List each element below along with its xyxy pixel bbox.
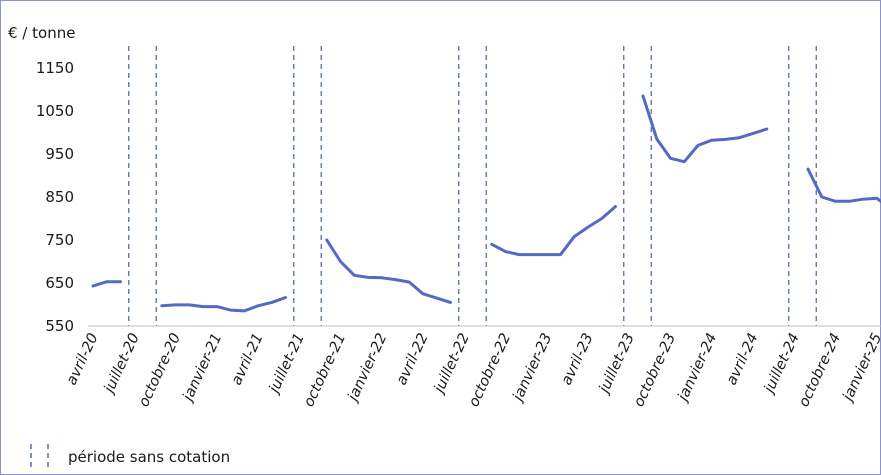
series-lines <box>91 94 881 313</box>
x-tick-label: octobre-23 <box>631 331 679 410</box>
x-tick-label: avril-23 <box>559 331 597 388</box>
series-segment <box>806 167 881 204</box>
x-tick-label: avril-21 <box>229 331 267 388</box>
series-segment <box>490 205 617 257</box>
x-tick-label: janvier-25 <box>839 331 881 405</box>
legend: période sans cotation <box>26 444 230 470</box>
x-tick-label: juillet-22 <box>431 331 473 397</box>
y-tick-label: 1050 <box>36 102 74 120</box>
y-tick-label: 950 <box>45 145 74 163</box>
series-segment <box>641 94 769 164</box>
x-tick-label: janvier-21 <box>179 331 225 405</box>
x-tick-label: juillet-24 <box>761 331 803 397</box>
x-tick-label: octobre-24 <box>796 331 844 410</box>
x-tick-label: juillet-21 <box>266 331 308 397</box>
x-tick-label: avril-20 <box>64 331 102 388</box>
x-tick-label: avril-24 <box>724 331 762 388</box>
series-segment <box>160 296 287 313</box>
x-tick-label: juillet-23 <box>596 331 638 397</box>
x-tick-label: octobre-22 <box>466 331 514 410</box>
x-tick-label: janvier-24 <box>674 331 720 405</box>
legend-label: période sans cotation <box>68 448 231 466</box>
gap-markers <box>128 46 817 326</box>
y-tick-label: 550 <box>45 317 74 335</box>
x-tick-label: janvier-22 <box>344 331 390 405</box>
y-tick-label: 850 <box>45 188 74 206</box>
y-tick-label: 1150 <box>36 59 74 77</box>
x-tick-label: avril-22 <box>394 331 432 388</box>
x-tick-label: janvier-23 <box>509 331 555 405</box>
series-segment <box>91 280 122 288</box>
y-tick-label: 750 <box>45 231 74 249</box>
legend-swatch-dashed <box>30 444 49 470</box>
series-segment <box>325 238 452 304</box>
y-tick-label: 650 <box>45 274 74 292</box>
line-chart: € / tonne 550 650 750 850 950 1050 1150 avril-… <box>8 24 881 410</box>
y-axis-label: € / tonne <box>8 24 75 42</box>
y-axis-ticks: 550 650 750 850 950 1050 1150 <box>36 59 74 335</box>
x-tick-label: juillet-20 <box>101 331 143 397</box>
x-tick-label: octobre-21 <box>301 331 349 410</box>
x-tick-label: octobre-20 <box>136 331 184 410</box>
